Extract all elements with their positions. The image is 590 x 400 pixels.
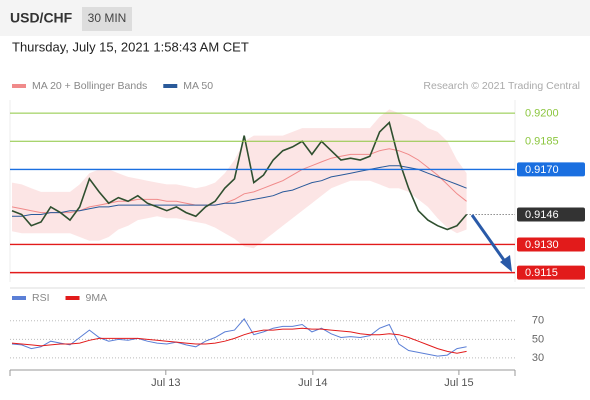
legend-label: MA 50 (183, 80, 213, 92)
series-line (11, 327, 467, 354)
level-label: 0.9170 (525, 164, 559, 176)
series-line (11, 148, 467, 214)
legend-swatch (12, 296, 26, 300)
legend-label: RSI (32, 292, 50, 304)
x-tick-label: Jul 14 (298, 377, 327, 389)
timeframe[interactable]: 30 MIN (88, 11, 127, 25)
arrow-head (500, 255, 512, 272)
x-tick-label: Jul 13 (151, 377, 180, 389)
series-line (12, 165, 467, 217)
level-box (517, 237, 585, 252)
level-box (517, 162, 585, 177)
legend-label: MA 20 + Bollinger Bands (32, 80, 147, 92)
legend-label: 9MA (86, 292, 108, 304)
timeframe-button[interactable] (82, 7, 132, 31)
level-label: 0.9130 (525, 239, 559, 251)
level-label: 0.9146 (525, 209, 559, 221)
x-tick-label: Jul 15 (444, 377, 473, 389)
bollinger-band (12, 109, 467, 249)
y-tick-label: 70 (532, 315, 544, 327)
level-label: 0.9200 (525, 108, 559, 120)
timestamp: Thursday, July 15, 2021 1:58:43 AM CET (12, 39, 249, 54)
legend-swatch (12, 84, 26, 88)
level-box (517, 207, 585, 222)
level-label: 0.9115 (525, 267, 558, 279)
level-label: 0.9185 (525, 136, 559, 148)
forecast-arrow (470, 214, 512, 272)
level-box (517, 265, 585, 280)
y-tick-label: 50 (532, 333, 544, 345)
arrow-shaft (470, 214, 508, 264)
legend-swatch (163, 84, 178, 88)
symbol: USD/CHF (10, 10, 73, 26)
legend-swatch (65, 296, 80, 300)
credit: Research © 2021 Trading Central (423, 80, 580, 92)
price-line (11, 120, 468, 231)
series-line (11, 318, 467, 357)
y-tick-label: 30 (532, 352, 544, 364)
